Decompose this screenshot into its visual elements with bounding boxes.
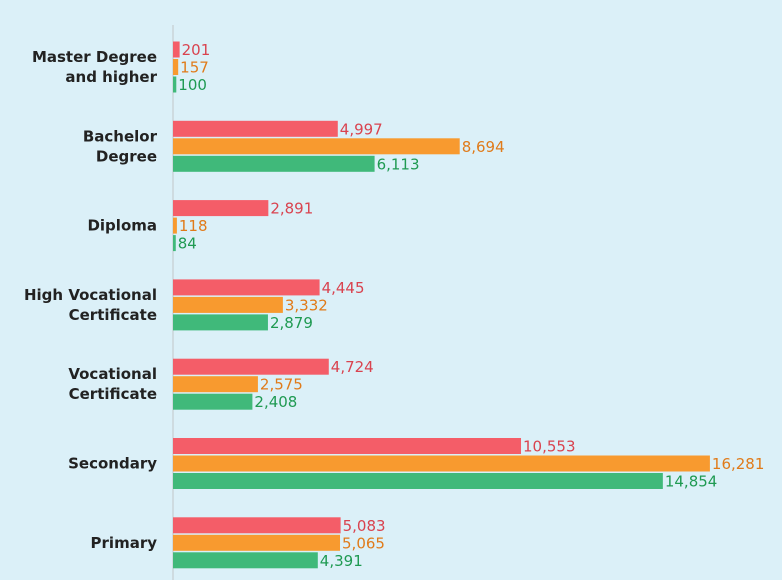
category-label: High Vocational Certificate xyxy=(24,285,157,323)
bar xyxy=(173,217,177,234)
category-label-line: Bachelor xyxy=(83,127,158,145)
bar xyxy=(173,296,283,313)
value-label: 118 xyxy=(179,217,208,235)
category-label-line: Master Degree xyxy=(32,48,157,66)
bar xyxy=(173,552,318,569)
value-label: 84 xyxy=(178,235,197,253)
value-label: 14,854 xyxy=(665,473,718,491)
category-label-line: Vocational xyxy=(68,365,157,383)
value-label: 157 xyxy=(180,59,209,77)
category-label-line: Degree xyxy=(96,147,157,165)
category-label-line: High Vocational xyxy=(24,285,157,303)
category-label: Bachelor Degree xyxy=(83,127,158,165)
bar xyxy=(173,455,710,472)
bar xyxy=(173,438,522,454)
bar xyxy=(173,517,341,534)
bar xyxy=(173,76,177,93)
category-label: Diploma xyxy=(87,216,157,234)
category-label-line: Certificate xyxy=(69,385,157,403)
value-label: 2,408 xyxy=(254,393,297,411)
category-label-line: and higher xyxy=(65,68,157,86)
bar xyxy=(173,534,341,551)
value-label: 3,332 xyxy=(285,296,328,314)
category-label-line: Certificate xyxy=(69,305,157,323)
value-label: 8,694 xyxy=(462,138,505,156)
value-label: 16,281 xyxy=(712,455,765,473)
bar xyxy=(173,279,320,296)
bar xyxy=(173,41,180,58)
value-label: 2,891 xyxy=(270,200,313,218)
value-label: 5,065 xyxy=(342,534,385,552)
value-label: 4,445 xyxy=(322,279,365,297)
category-label: Master Degree and higher xyxy=(32,48,158,86)
value-label: 4,391 xyxy=(320,552,363,570)
bar xyxy=(173,376,258,393)
bar xyxy=(173,200,269,217)
bar xyxy=(173,473,663,489)
value-label: 4,724 xyxy=(331,358,374,376)
category-label-line: Diploma xyxy=(87,216,157,234)
bar xyxy=(173,358,329,375)
category-label: Secondary xyxy=(68,454,157,472)
value-label: 10,553 xyxy=(523,438,576,456)
value-label: 2,575 xyxy=(260,376,303,394)
value-label: 4,997 xyxy=(340,120,383,138)
bar xyxy=(173,155,375,172)
category-label-line: Primary xyxy=(91,533,158,551)
value-label: 201 xyxy=(182,41,211,59)
category-label: Vocational Certificate xyxy=(68,365,157,403)
bar xyxy=(173,59,179,75)
value-label: 2,879 xyxy=(270,314,313,332)
bar xyxy=(173,393,253,410)
value-label: 100 xyxy=(178,76,207,94)
bar xyxy=(173,314,268,331)
category-label-line: Secondary xyxy=(68,454,157,472)
bar xyxy=(173,138,460,155)
bar xyxy=(173,120,338,137)
value-label: 6,113 xyxy=(377,155,420,173)
category-label: Primary xyxy=(91,533,158,551)
value-label: 5,083 xyxy=(343,517,386,535)
bar xyxy=(173,235,176,252)
